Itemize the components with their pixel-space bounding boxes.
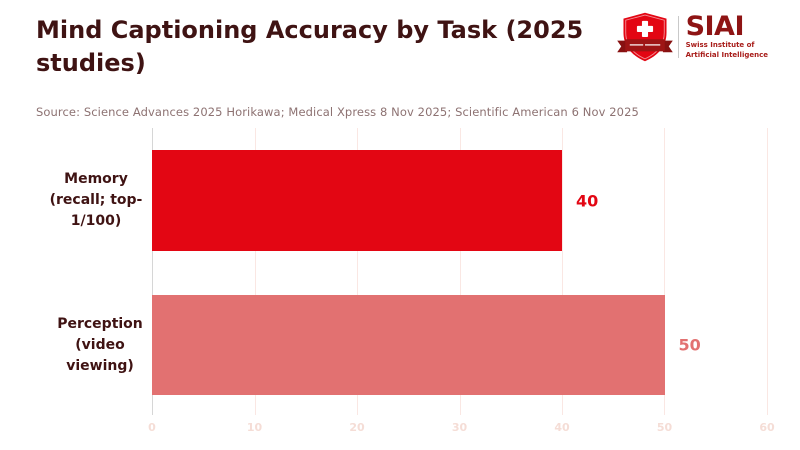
x-tick-0: 0 [148,421,156,434]
category-label-memory: Memory (recall; top- 1/100) [32,169,160,232]
gridline-40 [562,128,563,415]
logo-subtitle: Swiss Institute of Artificial Intelligen… [686,41,768,60]
bar-memory [152,150,562,251]
category-label-perception-line1: Perception [57,316,143,332]
gridline-0 [152,128,153,415]
x-tick-40: 40 [554,421,570,434]
siai-logo: SIAI Swiss Institute of Artificial Intel… [616,11,768,63]
gridline-50 [664,128,666,415]
gridline-30 [459,128,461,415]
value-label-perception: 50 [678,335,701,355]
x-tick-10: 10 [246,421,263,434]
page-title: Mind Captioning Accuracy by Task (2025 s… [36,16,584,78]
x-tick-60: 60 [759,421,775,434]
x-tick-30: 30 [451,421,468,434]
gridline-20 [356,128,358,415]
x-tick-50: 50 [656,421,673,434]
category-label-memory-line1: Memory [64,171,128,187]
source-caption: Source: Science Advances 2025 Horikawa; … [36,105,639,119]
shield-swiss-cross-icon [616,12,673,62]
bar-row-perception: 50 [152,295,767,395]
logo-subtitle-line1: Swiss Institute of [685,41,755,50]
logo-subtitle-line2: Artificial Intelligence [685,50,768,59]
logo-text: SIAI Swiss Institute of Artificial Intel… [685,10,768,61]
category-label-perception-line3: viewing) [66,358,134,374]
gridline-60 [767,128,768,415]
x-tick-20: 20 [349,421,365,434]
category-label-perception: Perception (video viewing) [36,314,164,377]
logo-acronym: SIAI [685,10,745,42]
category-label-memory-line2: (recall; top- [49,192,143,208]
bar-chart-plot-area: 40 50 0 10 20 30 40 50 60 [148,128,775,434]
category-label-memory-line3: 1/100) [70,213,122,229]
bar-row-memory: 40 [152,150,767,251]
logo-divider [677,16,679,58]
gridline-10 [254,128,256,415]
bar-perception [152,295,665,395]
value-label-memory: 40 [575,191,599,210]
category-label-perception-line2: (video [75,337,125,353]
